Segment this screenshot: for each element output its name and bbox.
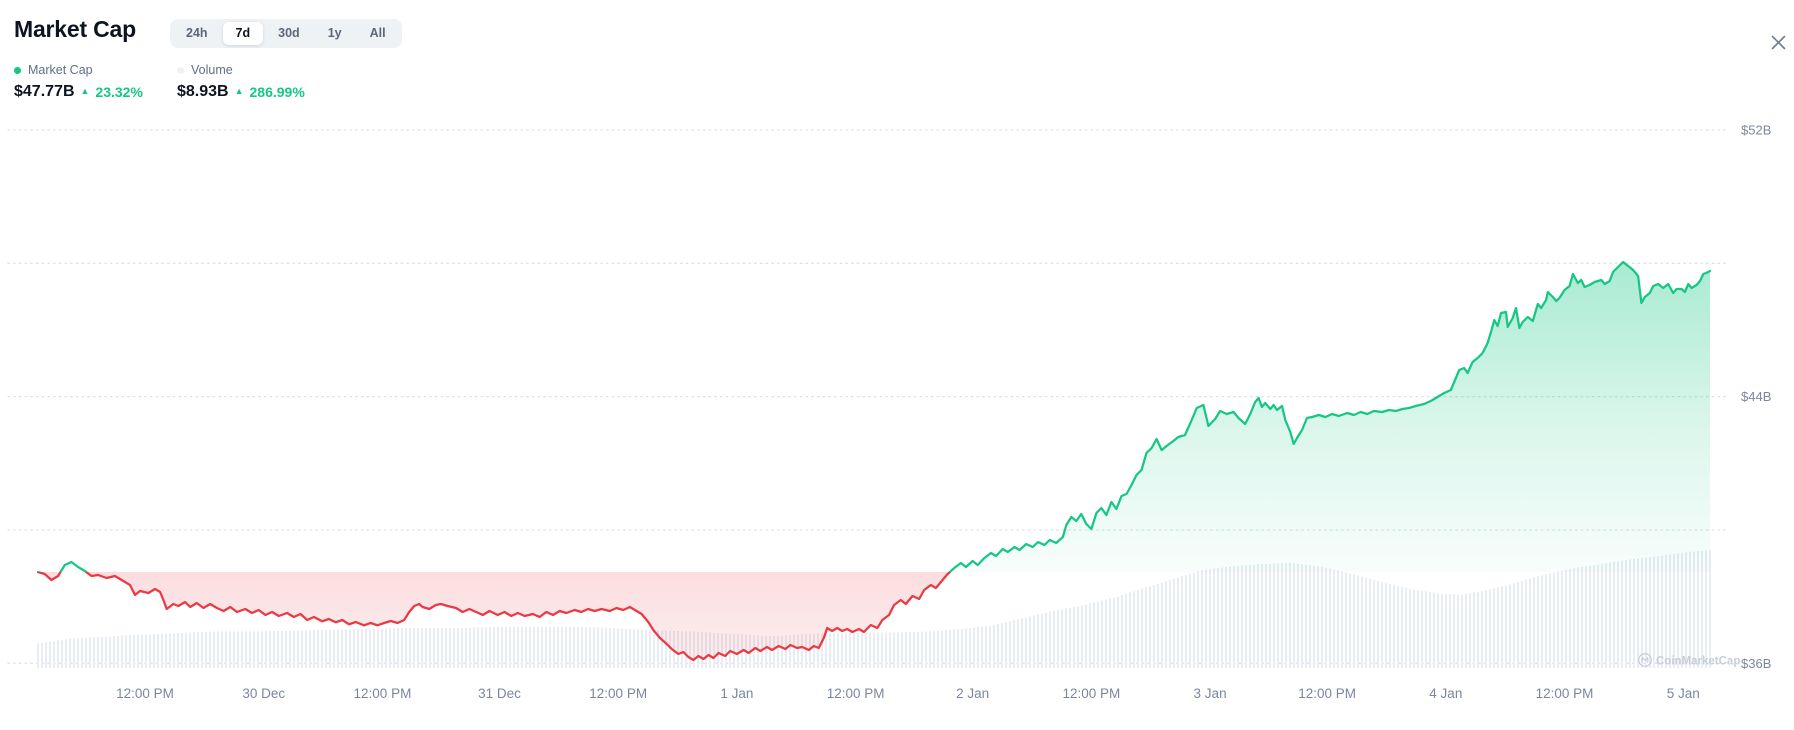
close-icon — [1771, 35, 1785, 49]
volume-dot-icon — [177, 66, 184, 74]
legend-item-market-cap[interactable]: Market Cap — [14, 62, 143, 78]
x-axis-label: 12:00 PM — [589, 686, 647, 701]
x-axis-label: 12:00 PM — [1298, 686, 1356, 701]
marketcap-series — [36, 260, 1712, 662]
marketcap-line-down — [36, 571, 952, 662]
up-caret-icon: ▲ — [80, 85, 90, 96]
up-caret-icon: ▲ — [234, 85, 244, 96]
tab-30d[interactable]: 30d — [265, 22, 313, 45]
marketcap-stat: Market Cap $47.77B ▲ 23.32% — [14, 62, 143, 101]
marketcap-line-up — [36, 260, 1712, 572]
volume-value: $8.93B — [177, 83, 229, 100]
volume-stat: Volume $8.93B ▲ 286.99% — [177, 62, 305, 101]
coinmarketcap-logo-m — [1641, 657, 1649, 663]
y-axis-label: $44B — [1741, 389, 1771, 404]
coinmarketcap-logo-icon — [1638, 653, 1652, 667]
x-axis-label: 5 Jan — [1667, 686, 1700, 701]
market-cap-change: 23.32% — [95, 84, 143, 100]
x-axis-label: 12:00 PM — [116, 686, 174, 701]
x-axis-label: 30 Dec — [242, 686, 285, 701]
market-cap-value-row: $47.77B ▲ 23.32% — [14, 83, 143, 101]
y-axis-label: $36B — [1741, 656, 1771, 671]
x-axis-label: 12:00 PM — [1536, 686, 1594, 701]
market-cap-dot-icon — [14, 66, 21, 74]
volume-change: 286.99% — [249, 84, 305, 100]
marketcap-area-below — [38, 571, 1710, 660]
x-axis-label: 31 Dec — [478, 686, 521, 701]
tab-7d[interactable]: 7d — [222, 22, 264, 45]
y-axis-label: $52B — [1741, 123, 1771, 138]
watermark-text: CoinMarketCap — [1656, 656, 1740, 668]
volume-value-row: $8.93B ▲ 286.99% — [177, 83, 305, 101]
watermark: CoinMarketCap — [1638, 653, 1740, 668]
x-axis-label: 12:00 PM — [827, 686, 885, 701]
x-axis-label: 1 Jan — [720, 686, 753, 701]
legend-item-volume[interactable]: Volume — [177, 62, 305, 78]
x-axis: 12:00 PM 30 Dec 12:00 PM 31 Dec 12:00 PM 1 Ja… — [116, 686, 1700, 701]
tab-1y[interactable]: 1y — [315, 22, 355, 45]
close-button[interactable] — [1764, 28, 1792, 56]
volume-bars — [37, 550, 1711, 668]
x-axis-label: 12:00 PM — [1062, 686, 1120, 701]
page-title: Market Cap — [14, 16, 136, 42]
x-axis-label: 4 Jan — [1429, 686, 1462, 701]
x-axis-label: 2 Jan — [956, 686, 989, 701]
marketcap-area-above — [60, 262, 1710, 572]
x-axis-label: 12:00 PM — [354, 686, 412, 701]
tab-all[interactable]: All — [357, 22, 399, 45]
market-cap-value: $47.77B — [14, 83, 75, 100]
tab-24h[interactable]: 24h — [173, 22, 221, 45]
legend-label: Market Cap — [28, 63, 93, 77]
range-tabs: 24h 7d 30d 1y All — [170, 19, 402, 48]
x-axis-label: 3 Jan — [1194, 686, 1227, 701]
legend-label: Volume — [191, 63, 233, 77]
